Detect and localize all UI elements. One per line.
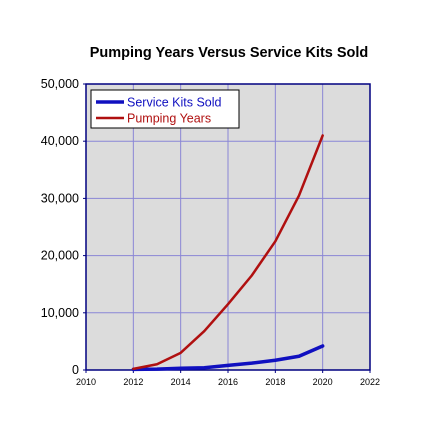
plot-border: [85, 83, 371, 371]
chart-title: Pumping Years Versus Service Kits Sold: [90, 45, 369, 61]
x-tick-label: 2014: [171, 377, 191, 387]
y-tick-label: 40,000: [41, 134, 79, 148]
legend-label: Pumping Years: [127, 112, 211, 126]
x-tick-label: 2018: [265, 377, 285, 387]
x-tick-label: 2022: [360, 377, 380, 387]
plot-area: 2010 2012 2014 2016 2018 2020 2022 0 10,000 20,00…: [41, 77, 380, 387]
x-tick-label: 2010: [76, 377, 96, 387]
x-tick-label: 2020: [313, 377, 333, 387]
y-tick-label: 10,000: [41, 306, 79, 320]
x-tick-label: 2016: [218, 377, 238, 387]
legend-box: [90, 89, 240, 129]
y-tick-label: 0: [72, 363, 79, 377]
y-tick-label: 50,000: [41, 77, 79, 91]
y-tick-label: 30,000: [41, 191, 79, 205]
legend-label: Service Kits Sold: [127, 96, 222, 110]
y-tick-label: 20,000: [41, 249, 79, 263]
x-tick-label: 2012: [123, 377, 143, 387]
